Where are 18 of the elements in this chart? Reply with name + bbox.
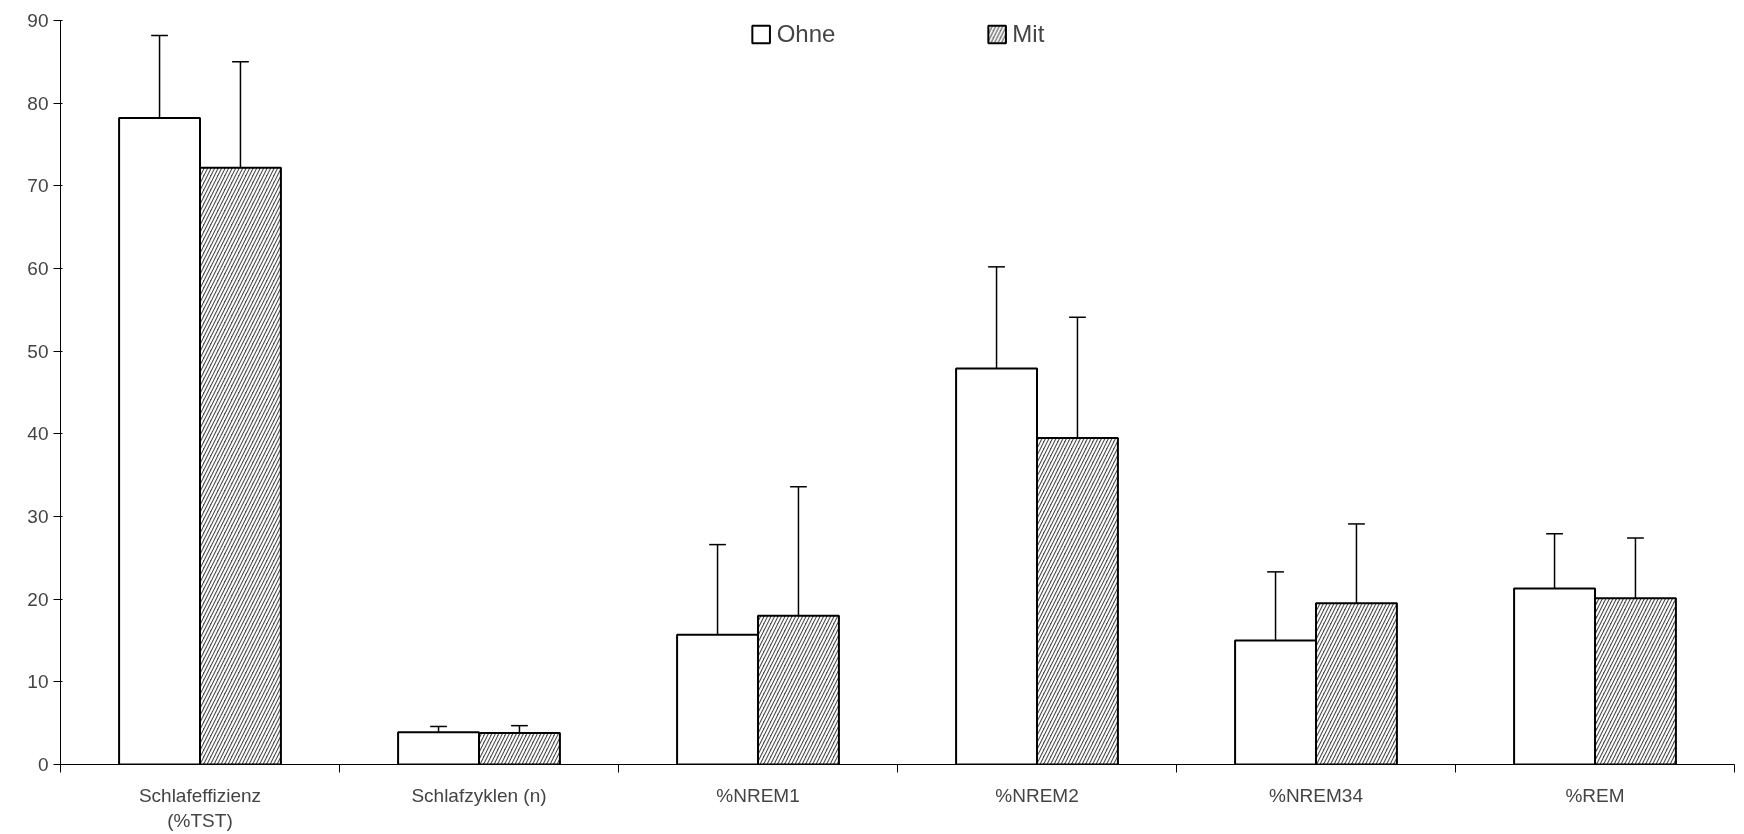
legend-label: Mit	[1012, 20, 1045, 48]
x-tick-label: %NREM2	[995, 784, 1079, 806]
y-tick-label: 60	[27, 258, 49, 279]
y-tick-label: 90	[27, 10, 49, 31]
y-tick-label: 80	[27, 92, 49, 114]
y-tick-label: 0	[37, 754, 49, 775]
y-tick-label: 50	[27, 340, 49, 362]
y-tick-label: 40	[27, 423, 49, 445]
x-tick-label: Schlafeffizienz (%TST)	[138, 784, 262, 831]
y-tick-label: 70	[27, 175, 49, 197]
y-tick-label: 20	[27, 588, 49, 610]
x-tick-label: Schlafzyklen (n)	[411, 784, 547, 806]
x-tick-label: %NREM34	[1269, 784, 1364, 806]
y-tick-label: 10	[27, 671, 49, 693]
x-tick-label: %NREM1	[716, 784, 800, 806]
legend-label: Ohne	[776, 20, 836, 48]
y-tick-label: 30	[27, 506, 49, 527]
x-tick-label: %REM	[1565, 784, 1625, 806]
